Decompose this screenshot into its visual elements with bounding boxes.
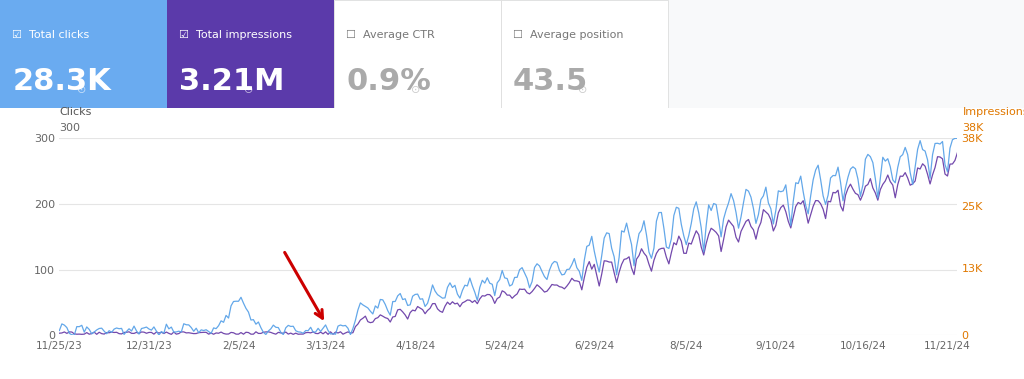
Bar — [501, 0, 668, 108]
Text: ☐  Average position: ☐ Average position — [513, 30, 624, 40]
Text: ⊙: ⊙ — [578, 85, 588, 95]
Text: 0.9%: 0.9% — [346, 67, 431, 96]
Text: 28.3K: 28.3K — [12, 67, 111, 96]
Text: 43.5: 43.5 — [513, 67, 588, 96]
Text: 300: 300 — [59, 123, 81, 133]
Bar — [0, 0, 167, 108]
Bar — [334, 0, 501, 108]
Text: 3.21M: 3.21M — [179, 67, 285, 96]
Text: ⊙: ⊙ — [77, 85, 87, 95]
Text: Clicks: Clicks — [59, 108, 92, 117]
Text: ⊙: ⊙ — [244, 85, 254, 95]
Text: ⊙: ⊙ — [411, 85, 421, 95]
Text: Impressions: Impressions — [963, 108, 1024, 117]
Bar — [167, 0, 334, 108]
Text: ☑  Total clicks: ☑ Total clicks — [12, 30, 89, 40]
Text: ☐  Average CTR: ☐ Average CTR — [346, 30, 435, 40]
Text: ☑  Total impressions: ☑ Total impressions — [179, 30, 292, 40]
Text: 38K: 38K — [963, 123, 984, 133]
